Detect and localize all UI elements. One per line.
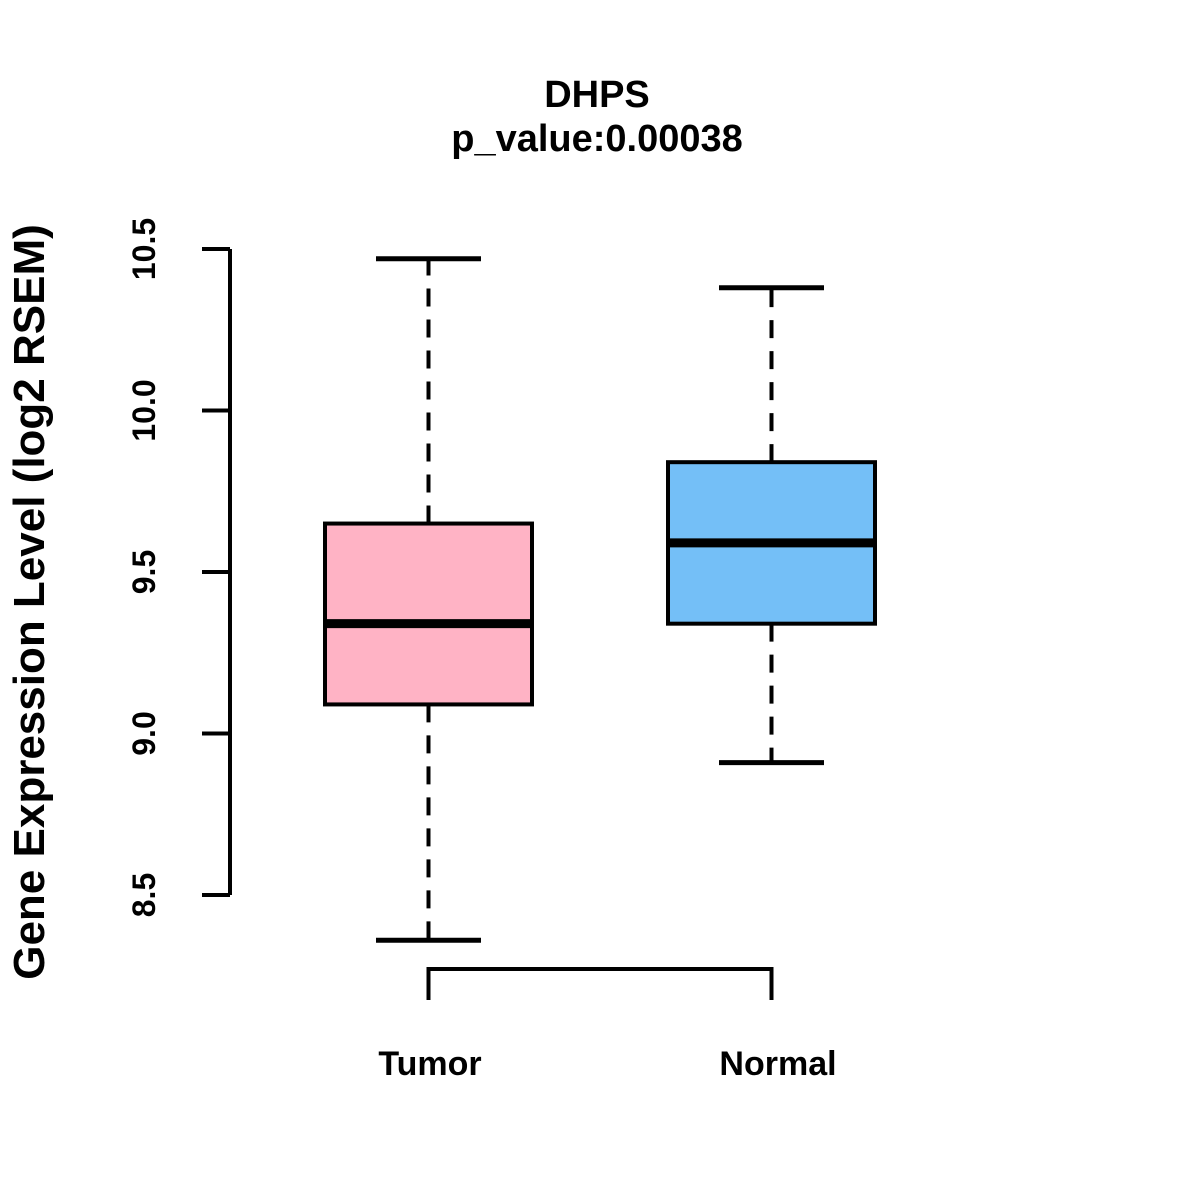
y-tick-label: 9.5 bbox=[126, 550, 162, 594]
x-axis-bracket bbox=[426, 967, 774, 1000]
chart-subtitle-pvalue: p_value:0.00038 bbox=[451, 118, 743, 160]
y-tick-label: 10.5 bbox=[126, 218, 162, 280]
y-tick-label: 9.0 bbox=[126, 711, 162, 755]
chart-title: DHPS bbox=[544, 74, 650, 116]
box-tumor bbox=[323, 521, 534, 707]
x-label-normal: Normal bbox=[719, 1045, 836, 1083]
y-tick-label: 10.0 bbox=[126, 379, 162, 441]
x-label-tumor: Tumor bbox=[378, 1045, 481, 1083]
y-tick-label: 8.5 bbox=[126, 873, 162, 917]
y-axis-title: Gene Expression Level (log2 RSEM) bbox=[5, 224, 54, 980]
plot-layer: 8.5 9.0 9.5 10.0 10.5 bbox=[126, 218, 877, 1000]
